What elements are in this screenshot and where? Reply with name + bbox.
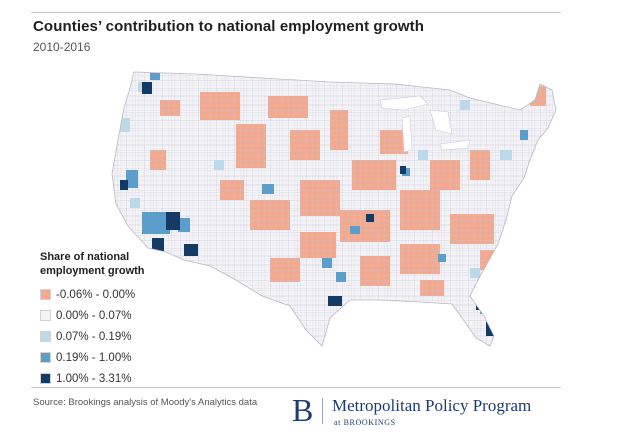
legend-swatch: [40, 352, 51, 363]
logo-divider: [322, 398, 323, 424]
legend-item: 0.07% - 0.19%: [40, 326, 190, 347]
legend-title-line1: Share of national: [40, 251, 130, 263]
legend-label: -0.06% - 0.00%: [56, 288, 136, 301]
legend-label: 0.07% - 0.19%: [56, 330, 132, 343]
legend-label: 1.00% - 3.31%: [56, 372, 132, 385]
brookings-logo: B Metropolitan Policy Program at BROOKIN…: [292, 392, 592, 432]
top-divider: [31, 12, 561, 13]
legend-item: -0.06% - 0.00%: [40, 284, 190, 305]
legend-swatch: [40, 310, 51, 321]
legend-swatch: [40, 289, 51, 300]
legend-label: 0.19% - 1.00%: [56, 351, 132, 364]
bottom-divider: [31, 387, 561, 388]
legend-item: 0.19% - 1.00%: [40, 347, 190, 368]
map-title: Counties’ contribution to national emplo…: [33, 18, 425, 35]
legend-label: 0.00% - 0.07%: [56, 309, 132, 322]
legend: Share of national employment growth -0.0…: [40, 250, 190, 389]
legend-title-line2: employment growth: [40, 265, 145, 277]
legend-item: 0.00% - 0.07%: [40, 305, 190, 326]
legend-title: Share of national employment growth: [40, 250, 190, 278]
legend-swatch: [40, 373, 51, 384]
map-subtitle: 2010-2016: [33, 40, 91, 54]
great-lakes: [379, 95, 471, 153]
logo-letter: B: [292, 392, 314, 428]
medium-blue-counties: [126, 72, 528, 314]
logo-sub: at BROOKINGS: [334, 418, 396, 427]
source-note: Source: Brookings analysis of Moody's An…: [33, 397, 258, 408]
logo-name: Metropolitan Policy Program: [332, 396, 532, 415]
legend-item: 1.00% - 3.31%: [40, 368, 190, 389]
legend-swatch: [40, 331, 51, 342]
